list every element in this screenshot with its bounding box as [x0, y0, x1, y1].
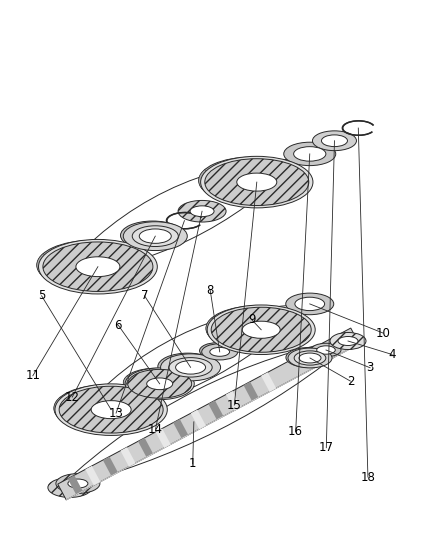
- Ellipse shape: [330, 333, 366, 350]
- Polygon shape: [124, 376, 188, 398]
- Ellipse shape: [237, 173, 277, 191]
- Polygon shape: [58, 328, 359, 500]
- Ellipse shape: [139, 229, 171, 244]
- Text: 10: 10: [376, 327, 391, 340]
- Ellipse shape: [123, 222, 187, 251]
- Ellipse shape: [59, 386, 163, 433]
- FancyArrowPatch shape: [60, 336, 357, 487]
- Text: 12: 12: [65, 391, 80, 403]
- Ellipse shape: [207, 305, 315, 354]
- Text: 14: 14: [148, 423, 163, 435]
- Ellipse shape: [120, 221, 184, 250]
- Text: 15: 15: [227, 399, 242, 411]
- Ellipse shape: [125, 368, 194, 400]
- Ellipse shape: [132, 226, 178, 247]
- Ellipse shape: [68, 479, 88, 488]
- Polygon shape: [226, 391, 241, 410]
- Polygon shape: [261, 372, 276, 392]
- Ellipse shape: [293, 147, 326, 161]
- Ellipse shape: [311, 343, 341, 357]
- Ellipse shape: [321, 135, 347, 147]
- Text: 17: 17: [319, 441, 334, 454]
- Ellipse shape: [242, 321, 280, 338]
- Polygon shape: [206, 318, 306, 352]
- Ellipse shape: [202, 344, 238, 360]
- Text: 4: 4: [388, 348, 396, 361]
- Ellipse shape: [158, 353, 218, 380]
- Polygon shape: [120, 447, 135, 466]
- Polygon shape: [155, 429, 171, 448]
- FancyArrowPatch shape: [75, 304, 307, 417]
- Polygon shape: [199, 170, 303, 206]
- Ellipse shape: [37, 240, 147, 290]
- Ellipse shape: [190, 206, 214, 216]
- Polygon shape: [103, 457, 118, 476]
- Polygon shape: [68, 475, 83, 495]
- Ellipse shape: [286, 348, 330, 367]
- Text: 11: 11: [25, 369, 40, 382]
- Ellipse shape: [48, 478, 92, 497]
- Polygon shape: [191, 410, 206, 429]
- Text: 16: 16: [288, 425, 303, 438]
- Ellipse shape: [284, 142, 336, 166]
- Text: 8: 8: [207, 284, 214, 297]
- Ellipse shape: [178, 200, 226, 222]
- FancyArrowPatch shape: [60, 338, 358, 488]
- Ellipse shape: [147, 378, 173, 390]
- Polygon shape: [138, 438, 153, 457]
- Ellipse shape: [43, 242, 153, 292]
- Ellipse shape: [288, 348, 332, 368]
- Text: 1: 1: [189, 457, 197, 470]
- Ellipse shape: [56, 474, 100, 494]
- Polygon shape: [208, 400, 223, 420]
- Polygon shape: [244, 382, 258, 401]
- Ellipse shape: [200, 343, 236, 359]
- Ellipse shape: [91, 401, 131, 418]
- Ellipse shape: [39, 239, 157, 294]
- Ellipse shape: [176, 361, 205, 374]
- Text: 7: 7: [141, 289, 148, 302]
- Ellipse shape: [317, 346, 336, 354]
- Ellipse shape: [169, 358, 212, 377]
- Ellipse shape: [161, 354, 221, 381]
- Ellipse shape: [124, 368, 187, 397]
- Text: 3: 3: [367, 361, 374, 374]
- Text: 5: 5: [38, 289, 45, 302]
- Text: 13: 13: [109, 407, 124, 419]
- Ellipse shape: [54, 385, 158, 432]
- Ellipse shape: [205, 159, 309, 206]
- Ellipse shape: [55, 384, 167, 435]
- Ellipse shape: [76, 257, 120, 277]
- Ellipse shape: [199, 157, 303, 204]
- Ellipse shape: [201, 156, 313, 208]
- Ellipse shape: [206, 306, 306, 351]
- Polygon shape: [85, 466, 100, 486]
- Polygon shape: [173, 419, 188, 439]
- Text: 2: 2: [346, 375, 354, 387]
- Ellipse shape: [128, 369, 192, 398]
- Polygon shape: [37, 254, 147, 292]
- Ellipse shape: [338, 336, 358, 345]
- FancyArrowPatch shape: [76, 306, 308, 419]
- Ellipse shape: [294, 351, 326, 365]
- Text: 9: 9: [248, 313, 256, 326]
- Ellipse shape: [211, 307, 311, 352]
- Ellipse shape: [210, 348, 230, 356]
- Ellipse shape: [295, 297, 325, 311]
- FancyArrowPatch shape: [60, 159, 298, 274]
- Text: 18: 18: [360, 471, 375, 483]
- FancyArrowPatch shape: [61, 160, 299, 277]
- Text: 6: 6: [114, 319, 122, 332]
- Polygon shape: [54, 398, 158, 433]
- Ellipse shape: [299, 353, 321, 363]
- Ellipse shape: [286, 293, 334, 314]
- Ellipse shape: [312, 131, 357, 151]
